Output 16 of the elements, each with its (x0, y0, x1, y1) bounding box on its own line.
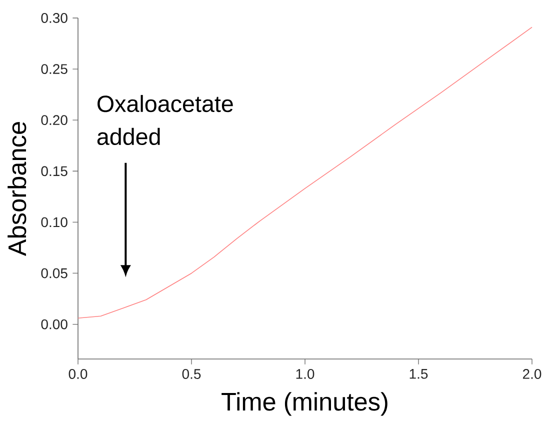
y-tick-label: 0.10 (41, 217, 68, 228)
y-tick-label: 0.25 (41, 64, 68, 74)
y-tick-label: 0.15 (41, 166, 68, 176)
line-series (78, 26, 532, 319)
x-axis-title: Time (minutes) (222, 392, 388, 416)
x-tick-label: 1.5 (410, 369, 428, 379)
x-tick-label: 0.0 (68, 369, 88, 379)
y-axis-title: Absorbance (8, 122, 26, 256)
y-tick-label: 0.20 (41, 115, 68, 126)
y-tick-label: 0.05 (41, 268, 68, 278)
x-tick-label: 1.0 (296, 369, 314, 379)
y-tick-label: 0.30 (41, 13, 68, 23)
y-tick-label: 0.00 (41, 319, 68, 330)
x-tick-label: 2.0 (522, 369, 542, 379)
x-tick-label: 0.5 (182, 369, 201, 379)
annotation: Oxaloacetate added (97, 94, 233, 146)
